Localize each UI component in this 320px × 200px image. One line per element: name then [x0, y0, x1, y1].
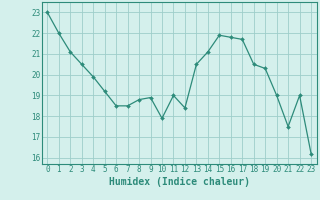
X-axis label: Humidex (Indice chaleur): Humidex (Indice chaleur) — [109, 177, 250, 187]
